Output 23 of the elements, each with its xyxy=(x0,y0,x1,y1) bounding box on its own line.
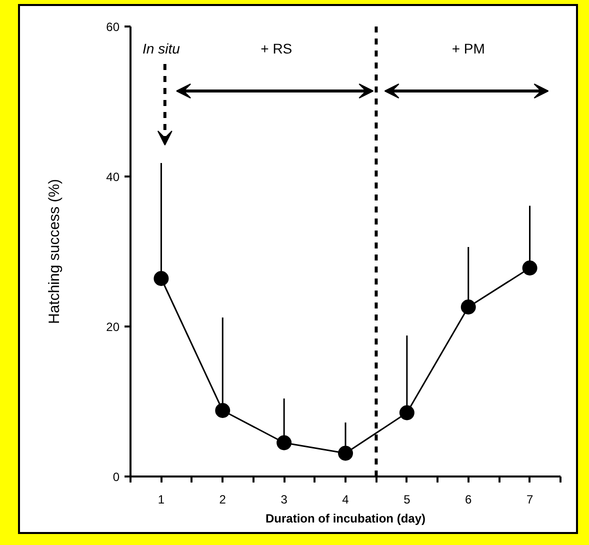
point xyxy=(522,260,538,276)
annotation: + PM xyxy=(452,40,485,56)
y-tick-label: 60 xyxy=(106,20,120,34)
x-tick-label: 1 xyxy=(158,492,165,506)
annotation: In situ xyxy=(142,40,180,56)
point xyxy=(338,446,353,461)
x-tick-label: 5 xyxy=(404,492,411,506)
x-tick-label: 4 xyxy=(342,492,350,506)
x-tick-label: 7 xyxy=(526,492,534,506)
point xyxy=(276,435,292,450)
y-tick-label: 0 xyxy=(112,470,120,484)
annotation: + RS xyxy=(260,40,292,56)
x-tick-label: 6 xyxy=(465,492,472,506)
x-tick-label: 3 xyxy=(280,492,288,506)
y-tick-label: 20 xyxy=(106,320,120,334)
x-tick-label: 2 xyxy=(219,492,226,506)
point xyxy=(154,271,169,286)
point xyxy=(215,403,230,418)
point xyxy=(460,300,476,314)
y-axis-title: Hatching success (%) xyxy=(46,178,64,324)
y-tick-label: 40 xyxy=(106,170,120,184)
x-axis-title: Duration of incubation (day) xyxy=(266,512,426,526)
point xyxy=(399,405,414,420)
